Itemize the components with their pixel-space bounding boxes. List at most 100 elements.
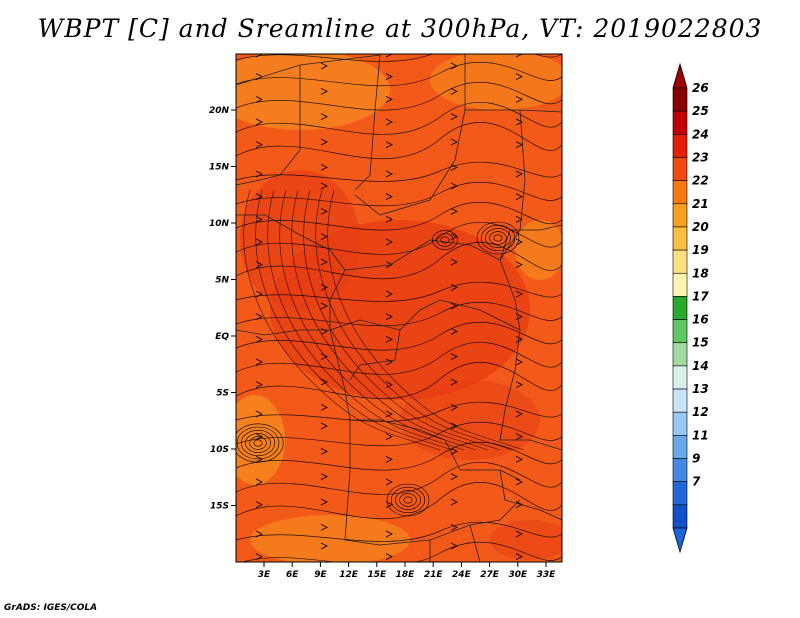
streamline — [236, 202, 562, 231]
streamline-arrow — [320, 523, 328, 531]
vortex-ring — [236, 426, 280, 460]
country-borders — [236, 54, 562, 562]
streamline-arrow — [320, 113, 328, 121]
streamline-arrow — [320, 542, 328, 550]
streamline-arrow — [255, 530, 263, 538]
vortex-ring — [390, 486, 426, 514]
streamline-arrow — [515, 478, 523, 486]
lon-tick-label: 30E — [508, 570, 528, 580]
streamline — [303, 189, 501, 451]
colorbar-label: 17 — [692, 289, 709, 303]
streamline — [236, 401, 562, 422]
streamline-arrow — [515, 433, 523, 441]
streamline — [236, 442, 562, 471]
colorbar-segment — [672, 435, 688, 459]
streamline-arrow — [450, 523, 458, 531]
streamline-arrow — [255, 478, 263, 486]
vortex-ring — [245, 433, 271, 453]
streamline-arrow — [255, 215, 263, 223]
vortex-ring — [480, 224, 516, 252]
colorbar-segment — [672, 134, 688, 158]
streamline-arrow — [255, 290, 263, 298]
streamline-arrow — [450, 207, 458, 215]
streamline — [291, 189, 489, 451]
streamline-arrow — [450, 283, 458, 291]
lat-tick-label: 10S — [210, 445, 229, 455]
lon-tick-label: 6E — [286, 570, 299, 580]
lat-tick-label: 15N — [209, 163, 230, 173]
streamline-arrow — [450, 163, 458, 171]
vortex-ring — [476, 221, 520, 255]
colorbar-label: 24 — [692, 127, 709, 141]
colorbar-segment — [672, 365, 688, 390]
colorbar-segment — [672, 411, 688, 436]
streamline-arrow — [320, 62, 328, 70]
colorbar-segment — [672, 87, 688, 112]
colorbar-segment — [672, 481, 688, 506]
colorbar-segment — [672, 249, 688, 274]
streamline-arrow — [255, 118, 263, 126]
colorbar-segment — [672, 180, 688, 205]
colorbar-segment — [672, 110, 688, 135]
streamline-arrow — [515, 193, 523, 201]
streamline-arrow — [450, 447, 458, 455]
lon-tick-label: 27E — [480, 570, 500, 580]
streamline-arrow — [385, 313, 393, 321]
streamline-arrow — [515, 553, 523, 561]
vortex-ring — [432, 230, 458, 250]
streamline-arrow — [320, 138, 328, 146]
colorbar-label: 26 — [692, 81, 709, 95]
streamline-arrow — [255, 141, 263, 149]
colorbar-bottom-arrow — [672, 527, 688, 554]
streamline-arrow — [450, 327, 458, 335]
streamline — [241, 541, 562, 562]
colorbar-label: 16 — [692, 313, 709, 327]
colorbar-label: 13 — [692, 382, 709, 396]
colorbar-label: 9 — [692, 452, 700, 466]
colorbar-label: 22 — [692, 174, 709, 188]
streamline-arrow — [255, 455, 263, 463]
vortex-ring — [236, 423, 284, 463]
streamline-arrow — [320, 498, 328, 506]
colorbar-label: 11 — [692, 428, 709, 442]
streamline-arrow — [320, 473, 328, 481]
colorbar-label: 15 — [692, 336, 709, 350]
lon-tick-label: 15E — [367, 570, 387, 580]
lon-tick-label: 33E — [537, 570, 557, 580]
streamline-arrow — [385, 118, 393, 126]
streamline-arrow — [320, 353, 328, 361]
streamline-arrow — [320, 163, 328, 171]
streamline-arrow — [515, 381, 523, 389]
streamline-arrow — [515, 410, 523, 418]
colorbar-segment — [672, 504, 688, 529]
lat-tick-label: 5S — [216, 389, 229, 399]
streamline-arrow — [320, 422, 328, 430]
map-frame — [235, 53, 563, 563]
chart-title: WBPT [C] and Sreamline at 300hPa, VT: 20… — [37, 14, 763, 43]
colorbar-segment — [672, 203, 688, 228]
streamline — [236, 281, 562, 302]
streamline-arrow — [320, 87, 328, 95]
lon-tick-label: 3E — [258, 570, 271, 580]
colorbar-label: 21 — [692, 197, 709, 211]
colorbar-segment — [672, 296, 688, 320]
streamline — [267, 189, 465, 451]
streamline-arrow — [320, 233, 328, 241]
streamline — [236, 222, 562, 255]
streamline-arrow — [450, 473, 458, 481]
streamline-arrow — [385, 478, 393, 486]
streamline-arrow — [385, 553, 393, 561]
colorbar-segment — [672, 458, 688, 482]
streamline — [236, 122, 562, 160]
streamline — [327, 189, 525, 451]
streamline-arrow — [320, 447, 328, 455]
vortex-ring — [399, 493, 417, 507]
colorbar-segment — [672, 388, 688, 413]
lon-tick-label: 18E — [396, 570, 416, 580]
streamline-arrow — [515, 358, 523, 366]
vortex-ring — [386, 483, 430, 517]
streamline-arrow — [385, 410, 393, 418]
colorbar-segment — [672, 319, 688, 344]
streamline — [236, 482, 562, 520]
